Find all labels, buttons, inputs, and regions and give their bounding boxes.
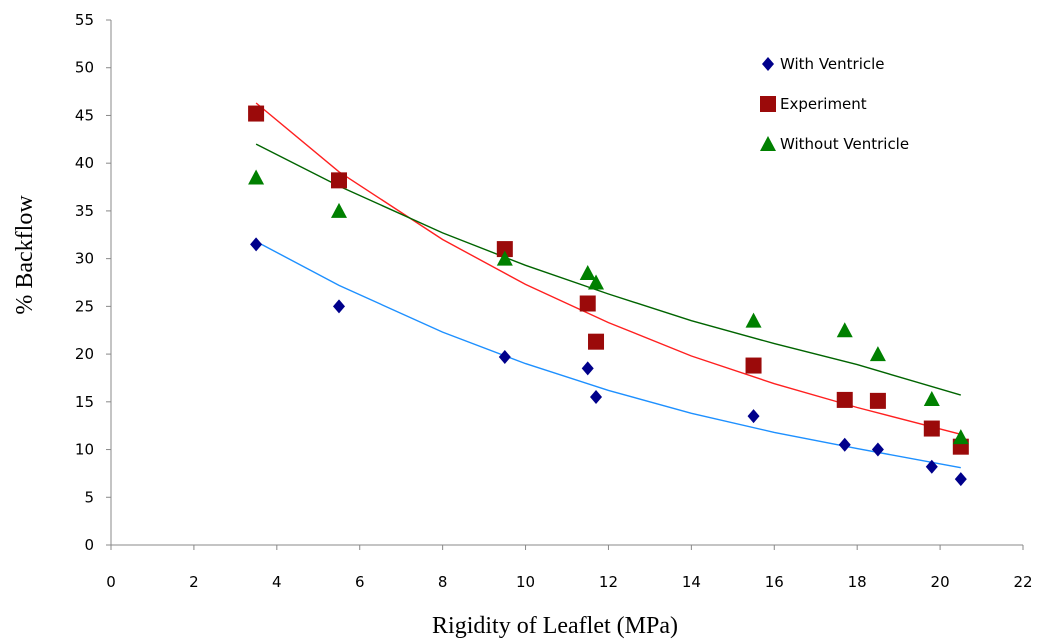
diamond-point <box>581 361 594 376</box>
y-tick-label: 55 <box>75 11 94 29</box>
y-tick-label: 50 <box>75 59 94 77</box>
x-tick-label: 0 <box>106 573 116 591</box>
trend-line-0 <box>255 240 961 469</box>
x-tick-label: 10 <box>516 573 535 591</box>
chart-axes <box>110 20 1023 546</box>
square-point <box>588 333 605 350</box>
square-point <box>836 391 853 408</box>
x-tick-label: 12 <box>599 573 618 591</box>
diamond-point <box>250 237 263 252</box>
triangle-point <box>579 264 596 280</box>
square-point <box>579 295 596 312</box>
x-tick-label: 2 <box>189 573 199 591</box>
triangle-point <box>496 250 513 266</box>
triangle-point <box>952 429 969 445</box>
x-tick-label: 6 <box>355 573 365 591</box>
y-tick-label: 15 <box>75 393 94 411</box>
x-tick-label: 4 <box>272 573 282 591</box>
trend-line-2 <box>255 143 961 396</box>
diamond-point <box>333 299 345 314</box>
y-tick-label: 20 <box>75 345 94 363</box>
y-tick-label: 40 <box>75 154 94 172</box>
triangle-point <box>248 169 265 185</box>
y-tick-label: 35 <box>75 202 94 220</box>
y-axis-title: % Backflow <box>12 195 38 315</box>
y-tick-label: 0 <box>84 536 94 554</box>
y-axis-ticks: 0 5 10 15 20 25 30 35 40 45 50 55 <box>75 11 111 554</box>
x-tick-label: 20 <box>931 573 950 591</box>
triangle-point <box>923 390 940 406</box>
x-tick-label: 22 <box>1013 573 1032 591</box>
x-tick-label: 14 <box>682 573 701 591</box>
square-point <box>869 392 886 409</box>
triangle-point <box>588 274 605 290</box>
data-points <box>248 105 969 487</box>
square-point <box>745 357 762 374</box>
y-tick-label: 10 <box>75 441 94 459</box>
y-tick-label: 30 <box>75 250 94 268</box>
triangle-point <box>836 322 853 338</box>
triangle-point <box>331 202 347 218</box>
legend-marker-square <box>760 96 776 112</box>
legend: With Ventricle Experiment Without Ventricl… <box>760 55 909 153</box>
x-tick-label: 18 <box>848 573 867 591</box>
diamond-point <box>747 409 760 424</box>
square-point <box>496 241 513 258</box>
trend-line-1 <box>255 102 961 435</box>
trend-lines <box>255 102 961 469</box>
legend-label: Experiment <box>780 95 867 113</box>
square-point <box>248 105 265 122</box>
legend-label: Without Ventricle <box>780 135 909 153</box>
x-tick-label: 16 <box>765 573 784 591</box>
square-point <box>923 420 940 437</box>
square-point <box>331 172 347 189</box>
legend-marker-diamond <box>762 57 774 71</box>
diamond-point <box>498 349 511 364</box>
x-axis-title: Rigidity of Leaflet (MPa) <box>432 613 678 639</box>
diamond-point <box>590 390 603 405</box>
y-tick-label: 5 <box>84 488 94 506</box>
y-tick-label: 25 <box>75 297 94 315</box>
diamond-point <box>925 459 938 474</box>
y-tick-label: 45 <box>75 106 94 124</box>
triangle-point <box>869 346 886 362</box>
x-tick-label: 8 <box>438 573 448 591</box>
diamond-point <box>838 437 851 452</box>
legend-label: With Ventricle <box>780 55 885 73</box>
diamond-point <box>871 442 884 457</box>
triangle-point <box>745 312 762 328</box>
diamond-point <box>954 472 967 487</box>
x-axis-ticks: 0 2 4 6 8 10 12 14 16 18 20 22 <box>106 545 1033 591</box>
legend-marker-triangle <box>760 136 776 151</box>
